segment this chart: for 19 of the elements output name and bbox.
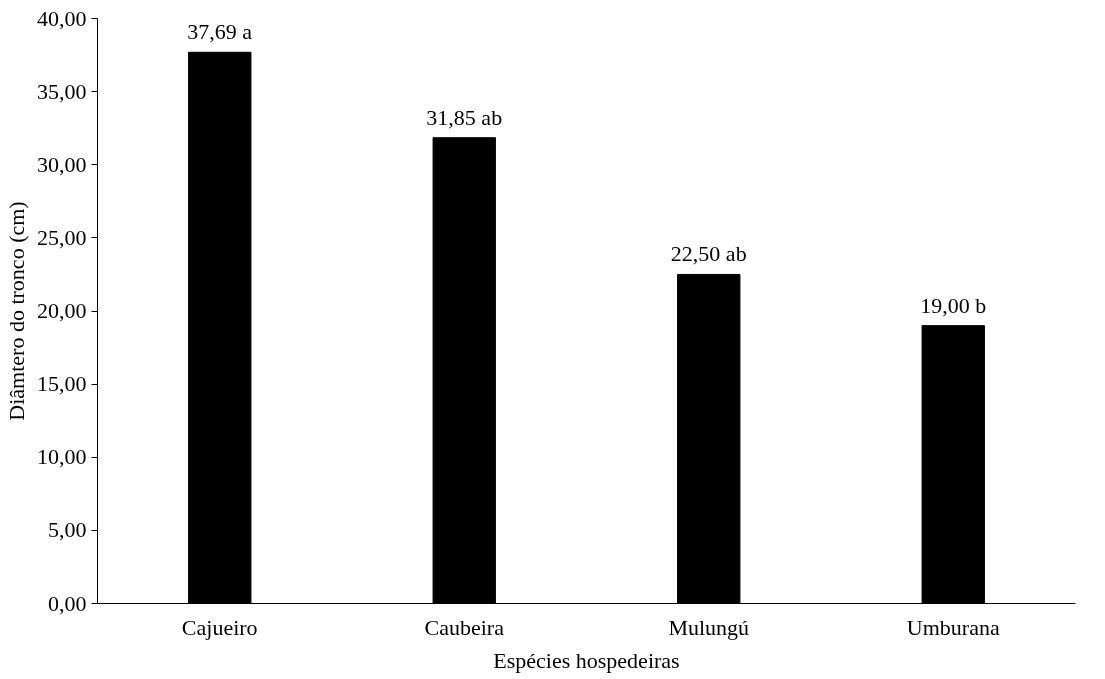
x-tick-label: Umburana <box>906 614 1000 640</box>
y-tick-label: 10,00 <box>37 444 87 470</box>
x-tick-label: Caubeira <box>424 614 505 640</box>
y-tick-label: 20,00 <box>37 298 87 323</box>
y-tick-label: 25,00 <box>37 224 87 250</box>
data-label: 37,69 a <box>187 19 253 45</box>
y-tick-label: 40,00 <box>37 5 87 31</box>
y-axis-title: Diâmtero do tronco (cm) <box>4 201 29 421</box>
y-tick-label: 0,00 <box>48 590 87 616</box>
y-tick-label: 5,00 <box>48 517 87 543</box>
y-tick-label: 35,00 <box>37 78 87 104</box>
x-tick-label: Cajueiro <box>181 614 258 640</box>
x-tick-label: Mulungú <box>668 614 750 640</box>
y-tick-label: 15,00 <box>37 371 87 397</box>
data-label: 19,00 b <box>920 292 987 318</box>
y-tick-label: 30,00 <box>37 151 87 177</box>
x-axis-title: Espécies hospedeiras <box>493 647 680 673</box>
data-label: 31,85 ab <box>426 104 503 130</box>
data-label: 22,50 ab <box>670 241 747 267</box>
